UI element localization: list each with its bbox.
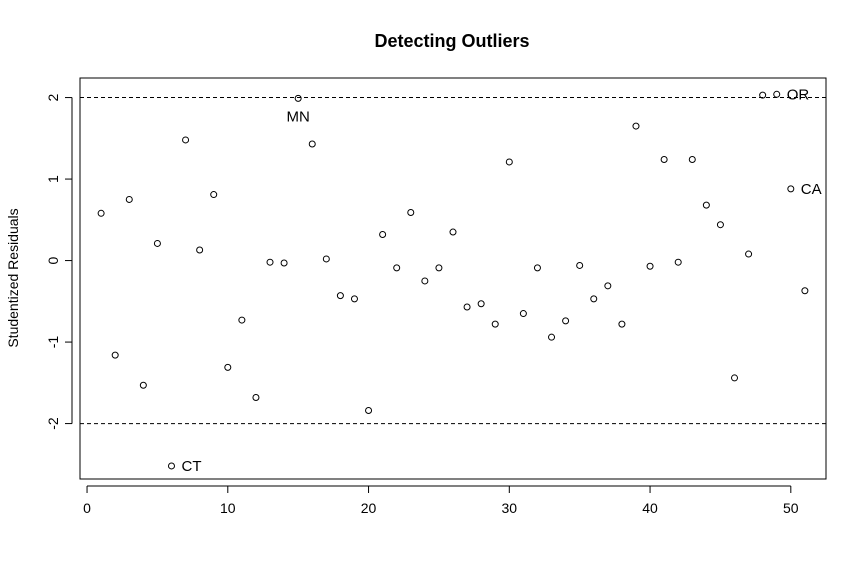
point-label: CA: [801, 181, 822, 198]
data-point: [646, 262, 654, 270]
data-point: [153, 239, 161, 247]
y-axis-label: Studentized Residuals: [5, 208, 21, 347]
reference-lines: [80, 97, 826, 425]
data-point: [125, 195, 133, 203]
y-tick-label: 1: [45, 175, 61, 183]
data-point: [773, 90, 781, 98]
data-point: [308, 140, 316, 148]
x-tick-label: 50: [783, 500, 799, 516]
data-point: [801, 287, 809, 295]
point-label: OR: [787, 86, 810, 103]
data-point: [731, 374, 739, 382]
data-point: [266, 258, 274, 266]
data-point: [745, 250, 753, 258]
data-point: [210, 191, 218, 199]
plot-frame: [79, 77, 827, 480]
data-point: [336, 292, 344, 300]
data-point: [252, 393, 260, 401]
data-point: [674, 258, 682, 266]
data-point: [688, 156, 696, 164]
data-point: [365, 407, 373, 415]
data-point: [139, 381, 147, 389]
data-point: [759, 91, 767, 99]
data-point: [477, 300, 485, 308]
point-label: CT: [181, 458, 201, 475]
data-point: [393, 264, 401, 272]
data-point: [548, 333, 556, 341]
data-point: [576, 261, 584, 269]
x-tick-label: 10: [220, 500, 236, 516]
data-point: [449, 228, 457, 236]
data-point: [196, 246, 204, 254]
data-point: [238, 316, 246, 324]
data-point: [111, 351, 119, 359]
y-tick-label: 2: [45, 93, 61, 101]
x-tick-label: 30: [502, 500, 518, 516]
data-point: [505, 158, 513, 166]
data-point: [350, 295, 358, 303]
y-tick-label: -1: [45, 336, 61, 349]
data-point: [407, 208, 415, 216]
data-point: [491, 320, 499, 328]
x-tick-label: 0: [83, 500, 91, 516]
x-tick-label: 40: [642, 500, 658, 516]
data-point: [618, 320, 626, 328]
chart-title: Detecting Outliers: [374, 31, 529, 51]
data-points: [97, 90, 809, 470]
data-point: [562, 317, 570, 325]
y-axis: -2 -1 0 1 2: [45, 93, 73, 430]
data-point: [435, 264, 443, 272]
data-point: [463, 303, 471, 311]
x-axis: 0 10 20 30 40 50: [83, 485, 799, 516]
point-labels: CT MN OR CA: [181, 86, 821, 475]
data-point: [590, 295, 598, 303]
data-point: [379, 230, 387, 238]
data-point: [716, 221, 724, 229]
data-point: [294, 94, 302, 102]
data-point: [167, 462, 175, 470]
data-point: [97, 209, 105, 217]
data-point: [604, 282, 612, 290]
data-point: [224, 363, 232, 371]
x-tick-label: 20: [361, 500, 377, 516]
data-point: [280, 259, 288, 267]
data-point: [519, 310, 527, 318]
data-point: [421, 277, 429, 285]
data-point: [702, 201, 710, 209]
y-tick-label: -2: [45, 417, 61, 430]
data-point: [182, 136, 190, 144]
data-point: [632, 122, 640, 130]
data-point: [660, 156, 668, 164]
point-label: MN: [287, 108, 310, 125]
data-point: [533, 264, 541, 272]
y-tick-label: 0: [45, 256, 61, 264]
data-point: [787, 185, 795, 193]
data-point: [322, 255, 330, 263]
